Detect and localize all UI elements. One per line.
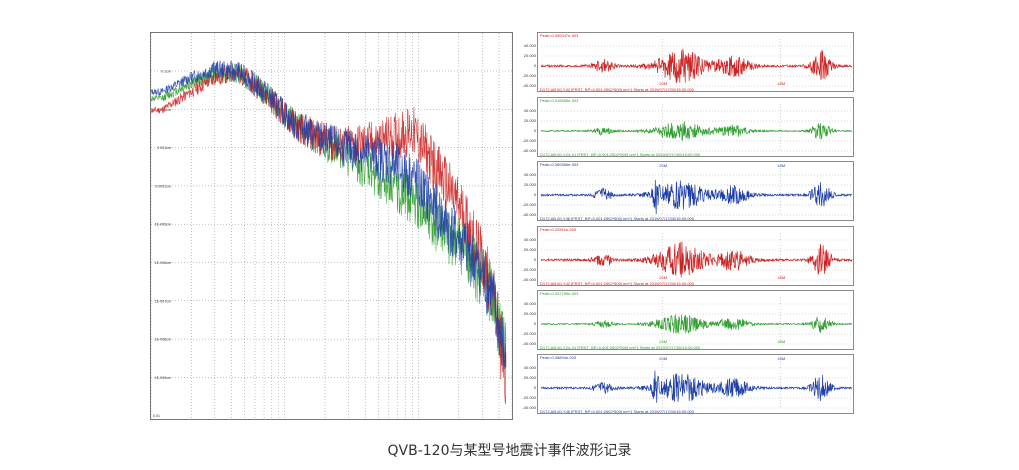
waveform-panel: Peak=0.060856e-003 D172.AB.00-Y46 [FRST_B… <box>522 161 854 221</box>
y-tick-label: -40.000 <box>522 277 536 282</box>
y-tick-label: 20.000 <box>523 182 536 187</box>
spectrum-series-line <box>151 63 507 373</box>
waveform-plot <box>540 104 853 152</box>
trace-info-label: D172.AB.00-Y24-X1 [FRST_BP=0.001:2502*50… <box>540 345 701 350</box>
y-tick-label: -40.000 <box>522 212 536 217</box>
figure-caption: QVB-120与某型号地震计事件波形记录 <box>387 443 632 459</box>
y-tick-label: 40.000 <box>523 301 536 306</box>
peak-label: Peak=0.022759e-003 <box>540 291 579 296</box>
waveform-panel: Peak=0.22551e-003 D172.AB.00-Y42 [FRST_BP… <box>522 226 854 286</box>
y-tick-label: 20.000 <box>523 247 536 252</box>
y-tick-label: 40.000 <box>523 237 536 242</box>
y-tick-label: -40.000 <box>522 405 536 410</box>
time-marker-label: 20M <box>659 356 668 361</box>
waveform-plot <box>540 39 853 87</box>
waveform-line <box>540 179 853 215</box>
y-tick-label: 1E-007cm <box>155 299 171 303</box>
time-marker-label: 20M <box>659 275 668 280</box>
y-tick-label: 20.000 <box>523 118 536 123</box>
y-tick-label: 40.000 <box>523 108 536 113</box>
waveform-plot <box>540 297 853 345</box>
y-tick-label: 1E-005cm <box>155 223 171 227</box>
waveform-panel: Peak=0.08894e-003 D172.AB.00-Y46 [FRST_BP… <box>522 354 854 414</box>
y-tick-label: 1E-006cm <box>155 261 171 265</box>
y-tick-label: 0 <box>533 385 536 390</box>
y-tick-label: 0 <box>533 192 536 197</box>
waveform-plot <box>540 361 853 409</box>
y-tick-label: -20.000 <box>522 202 536 207</box>
y-tick-label: -20.000 <box>522 331 536 336</box>
waveform-panel: Peak=0.016556e-003 D172.AB.00-Y24-X1 [FRS… <box>522 97 854 157</box>
y-tick-label: 0 <box>533 63 536 68</box>
trace-info-label: D172.AB.00-Y46 [FRST_BP=0.001:2502*500] … <box>540 409 694 414</box>
waveform-plot <box>540 168 853 216</box>
y-tick-label: -20.000 <box>522 267 536 272</box>
trace-info-label: D172.AB.00-Y46 [FRST_BP=0.001:2502*500] … <box>540 216 694 221</box>
y-tick-label: -20.000 <box>522 73 536 78</box>
peak-label: Peak=0.22551e-003 <box>540 227 577 232</box>
waveform-line <box>540 121 853 142</box>
peak-label: Peak=0.000047e-003 <box>540 33 579 38</box>
spectrum-series-line <box>151 60 507 370</box>
x-tick-label: 0.01 <box>153 414 160 418</box>
spectrum-plot: 0.1cm 0.01cm 0.001cm 0.0001cm 1E-005cm 1E-006… <box>151 33 512 419</box>
waveform-plot <box>540 233 853 281</box>
y-tick-label: 0.0001cm <box>155 184 171 188</box>
spectrum-chart: 0.1cm 0.01cm 0.001cm 0.0001cm 1E-005cm 1E-006… <box>150 32 513 420</box>
time-marker-label: 20M <box>659 163 668 168</box>
y-tick-label: -20.000 <box>522 138 536 143</box>
y-tick-label: 20.000 <box>523 53 536 58</box>
time-marker-label: 20M <box>659 339 668 344</box>
y-tick-label: 0 <box>533 257 536 262</box>
peak-label: Peak=0.016556e-003 <box>540 98 579 103</box>
waveform-panel: Peak=0.022759e-003 D172.AB.00-Y24-X1 [FRS… <box>522 290 854 350</box>
time-marker-label: 20M <box>659 81 668 86</box>
trace-info-label: D172.AB.00-Y24-X1 [FRST_BP=0.001:2502*50… <box>540 152 701 157</box>
y-tick-label: 0.01cm <box>159 108 171 112</box>
y-tick-label: 20.000 <box>523 375 536 380</box>
peak-label: Peak=0.060856e-003 <box>540 162 579 167</box>
y-tick-label: -40.000 <box>522 148 536 153</box>
y-tick-label: -40.000 <box>522 83 536 88</box>
waveform-line <box>540 370 853 403</box>
time-marker-label: 40M <box>777 339 786 344</box>
y-tick-label: 40.000 <box>523 172 536 177</box>
y-tick-label: 1E-009cm <box>155 376 171 380</box>
waveform-line <box>540 48 853 84</box>
y-tick-label: 20.000 <box>523 311 536 316</box>
peak-label: Peak=0.08894e-003 <box>540 355 577 360</box>
y-tick-label: -20.000 <box>522 395 536 400</box>
y-tick-label: -40.000 <box>522 341 536 346</box>
y-tick-label: 0 <box>533 321 536 326</box>
y-tick-label: 0.1cm <box>161 70 171 74</box>
y-tick-label: 0 <box>533 128 536 133</box>
waveform-line <box>540 241 853 278</box>
y-tick-label: 0.001cm <box>157 146 171 150</box>
time-marker-label: 40M <box>777 356 786 361</box>
y-tick-label: 40.000 <box>523 43 536 48</box>
waveform-line <box>540 314 853 334</box>
y-tick-label: 40.000 <box>523 365 536 370</box>
time-marker-label: 40M <box>777 163 786 168</box>
y-tick-label: 1E-008cm <box>155 338 171 342</box>
time-marker-label: 40M <box>777 275 786 280</box>
trace-info-label: D172.AB.00-Y42 [FRST_BP=0.001:2502*500] … <box>540 87 694 92</box>
time-marker-label: 40M <box>777 81 786 86</box>
waveform-panel: Peak=0.000047e-003 D172.AB.00-Y42 [FRST_B… <box>522 32 854 92</box>
trace-info-label: D172.AB.00-Y42 [FRST_BP=0.001:2502*500] … <box>540 281 694 286</box>
